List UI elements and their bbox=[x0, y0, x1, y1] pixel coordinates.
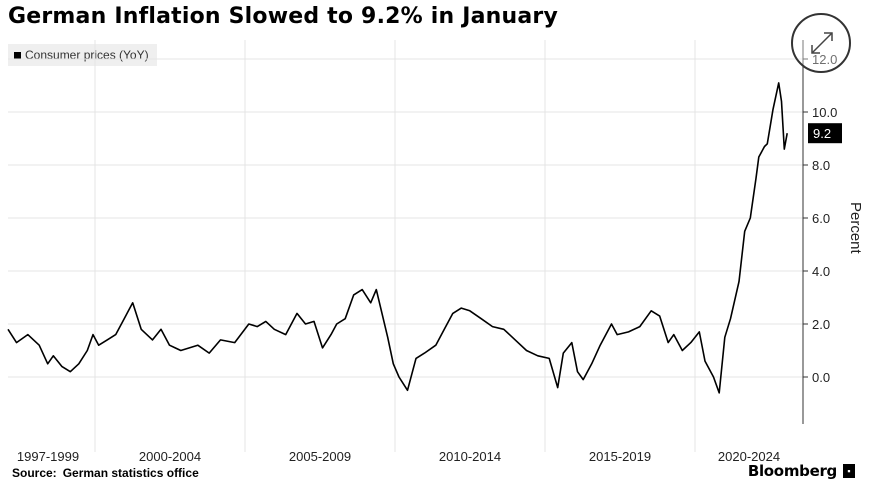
y-tick-label: 8.0 bbox=[812, 158, 830, 173]
source-label: Source: bbox=[12, 466, 57, 480]
x-tick-label: 2020-2024 bbox=[718, 449, 780, 464]
chart-title: German Inflation Slowed to 9.2% in Janua… bbox=[8, 4, 558, 29]
y-axis-title: Percent bbox=[847, 202, 864, 255]
y-tick-label: 6.0 bbox=[812, 211, 830, 226]
axis-ticks bbox=[802, 40, 808, 424]
x-tick-label: 2015-2019 bbox=[589, 449, 651, 464]
bloomberg-terminal-icon: ▪ bbox=[843, 464, 855, 478]
expand-chart-button[interactable] bbox=[791, 13, 851, 73]
x-tick-label: 1997-1999 bbox=[17, 449, 79, 464]
last-value-badge bbox=[808, 123, 842, 144]
brand-name: Bloomberg bbox=[747, 462, 837, 480]
x-tick-label: 2000-2004 bbox=[139, 449, 201, 464]
source-text: German statistics office bbox=[62, 466, 199, 480]
expand-arrows-icon bbox=[811, 32, 833, 54]
legend-swatch bbox=[14, 51, 21, 59]
x-tick-label: 2010-2014 bbox=[439, 449, 501, 464]
y-tick-label: 0.0 bbox=[812, 370, 830, 385]
gridlines bbox=[8, 40, 803, 452]
brand: Bloomberg ▪ bbox=[748, 462, 855, 480]
last-value-label: 9.2 bbox=[813, 126, 831, 141]
y-tick-label: 2.0 bbox=[812, 317, 830, 332]
y-tick-label: 10.0 bbox=[812, 105, 837, 120]
y-tick-label: 4.0 bbox=[812, 264, 830, 279]
series-line-consumer-prices bbox=[7, 82, 788, 394]
source-note: Source: German statistics office bbox=[12, 466, 199, 480]
series-layer bbox=[7, 82, 788, 394]
x-tick-label: 2005-2009 bbox=[289, 449, 351, 464]
